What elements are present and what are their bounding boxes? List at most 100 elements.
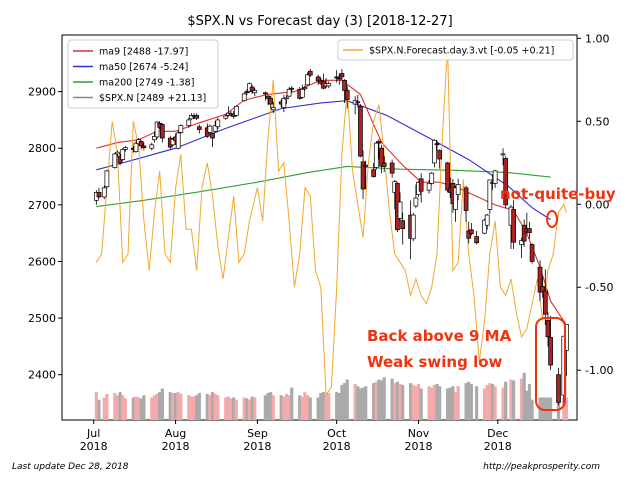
volume-bar bbox=[358, 388, 363, 420]
volume-bar bbox=[271, 395, 275, 420]
volume-bar bbox=[263, 395, 267, 420]
volume-bar bbox=[379, 380, 384, 420]
legend-label: $SPX.N [2489 +21.13] bbox=[99, 93, 206, 104]
volume-bar bbox=[451, 386, 455, 420]
volume-bar bbox=[324, 393, 328, 420]
volume-bar bbox=[171, 393, 175, 420]
volume-bar bbox=[197, 393, 201, 420]
volume-bar bbox=[501, 387, 505, 420]
legend-label: ma50 [2674 -5.24] bbox=[99, 62, 188, 73]
volume-bar bbox=[548, 397, 553, 420]
candle-body bbox=[141, 145, 147, 149]
volume-bar bbox=[327, 393, 331, 420]
volume-bar bbox=[160, 388, 164, 420]
footer-url: http://peakprosperity.com bbox=[483, 462, 600, 472]
candle-body bbox=[160, 124, 165, 139]
candle-body bbox=[101, 187, 107, 198]
volume-bar bbox=[482, 388, 487, 420]
legend-left-box bbox=[67, 39, 219, 109]
volume-bar bbox=[372, 383, 376, 420]
y-right-tick-label: -0.50 bbox=[585, 281, 613, 294]
annotation-swing-low-box bbox=[535, 317, 566, 411]
volume-bar bbox=[353, 384, 357, 420]
volume-bar bbox=[416, 384, 421, 420]
volume-bar bbox=[485, 384, 489, 420]
volume-bar bbox=[448, 387, 452, 420]
candle-body bbox=[474, 236, 479, 244]
volume-bar bbox=[504, 381, 508, 420]
candle-body bbox=[96, 192, 102, 198]
volume-bar bbox=[179, 393, 183, 420]
candle-body bbox=[355, 101, 361, 104]
candle-body bbox=[175, 132, 181, 149]
legend-label: ma200 [2749 -1.38] bbox=[99, 78, 194, 89]
candle-body bbox=[149, 144, 155, 149]
volume-bar bbox=[453, 392, 458, 420]
candle-body bbox=[115, 151, 120, 155]
candle-body bbox=[263, 92, 268, 95]
candle-body bbox=[484, 214, 490, 226]
volume-bar bbox=[269, 392, 273, 420]
volume-bar bbox=[432, 384, 436, 420]
volume-bar bbox=[490, 384, 495, 420]
candle-body bbox=[223, 115, 229, 119]
candle-body bbox=[336, 77, 342, 80]
volume-bar bbox=[488, 383, 492, 420]
candle-body bbox=[537, 266, 543, 293]
candle-body bbox=[482, 219, 487, 234]
candle-body bbox=[268, 98, 273, 105]
legend-left: ma9 [2488 -17.97] ma50 [2674 -5.24] ma200 … bbox=[67, 39, 219, 109]
volume-bar bbox=[430, 387, 434, 420]
candle-body bbox=[138, 141, 144, 147]
volume-bar bbox=[395, 381, 400, 420]
volume-bar bbox=[123, 398, 127, 420]
candle-body bbox=[233, 105, 239, 116]
candle-body bbox=[418, 178, 424, 192]
candle-body bbox=[334, 76, 340, 79]
candle-body bbox=[207, 125, 213, 133]
candle-body bbox=[270, 107, 276, 111]
volume-bar bbox=[279, 395, 283, 420]
candle-body bbox=[194, 115, 200, 119]
volume-bar bbox=[298, 395, 302, 420]
x-tick-label: Aug bbox=[165, 427, 186, 440]
volume-bar bbox=[512, 380, 516, 420]
volume-bar bbox=[414, 386, 418, 420]
candle-body bbox=[307, 70, 313, 76]
candle-body bbox=[487, 179, 493, 210]
volume-bar bbox=[393, 383, 397, 420]
volume-bar bbox=[321, 392, 326, 420]
x-tick-label: 2018 bbox=[243, 440, 271, 453]
candle-body bbox=[511, 209, 516, 243]
candle-body bbox=[123, 147, 128, 150]
volume-bar bbox=[210, 392, 215, 420]
candle-body bbox=[437, 150, 443, 160]
volume-bar bbox=[94, 392, 98, 420]
volume-bar bbox=[469, 384, 473, 420]
candle-body bbox=[426, 182, 432, 191]
volume-bar bbox=[155, 393, 159, 420]
volume-bar bbox=[464, 383, 468, 420]
volume-bar bbox=[306, 395, 310, 420]
candle-body bbox=[342, 79, 347, 91]
candle-body bbox=[326, 83, 332, 87]
candle-body bbox=[455, 184, 461, 196]
volume-bar bbox=[290, 387, 294, 420]
volume-bar bbox=[287, 395, 291, 420]
volume-bar bbox=[493, 386, 497, 420]
volume-bar bbox=[226, 396, 230, 420]
volume-bar bbox=[266, 393, 270, 420]
volume-bar bbox=[216, 395, 220, 420]
volume-bar bbox=[150, 397, 154, 420]
volume-bar bbox=[105, 393, 109, 420]
candle-body bbox=[281, 98, 287, 108]
candle-body bbox=[186, 119, 192, 126]
volume-bar bbox=[208, 395, 212, 420]
y-left-tick-label: 2500 bbox=[28, 312, 56, 325]
volume-bar bbox=[342, 383, 347, 420]
footer-last-update: Last update Dec 28, 2018 bbox=[12, 462, 129, 472]
volume-bar bbox=[195, 395, 199, 420]
volume-bar bbox=[242, 397, 246, 420]
y-left-tick-label: 2700 bbox=[28, 199, 56, 212]
candle-body bbox=[540, 286, 546, 293]
